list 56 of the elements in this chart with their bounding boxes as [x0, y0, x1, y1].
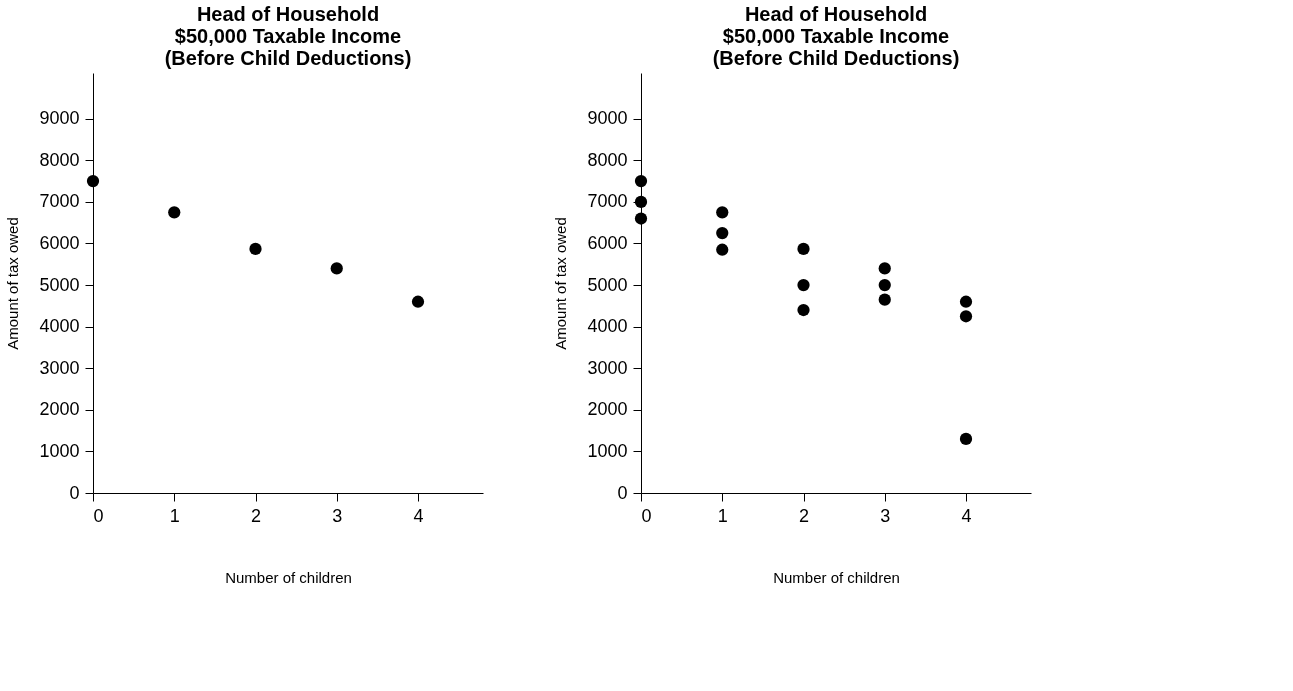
- x-tick-label: 3: [880, 505, 891, 526]
- point: [716, 226, 729, 240]
- point: [330, 262, 343, 275]
- x-tick-label: 2: [250, 505, 262, 526]
- y-tick-label: 7000: [587, 191, 628, 212]
- point: [878, 293, 891, 306]
- point: [168, 206, 181, 219]
- point: [716, 206, 729, 219]
- point: [797, 242, 810, 256]
- x-tick-label: 4: [413, 505, 424, 526]
- x-tick-label: 1: [169, 505, 180, 526]
- y-tick-label: 7000: [39, 191, 80, 212]
- y-tick-label: 4000: [39, 316, 80, 337]
- point: [634, 212, 648, 225]
- point: [959, 432, 973, 446]
- y-axis-title: Amount of tax owed: [4, 217, 22, 350]
- y-tick-label: 2000: [587, 399, 628, 420]
- x-tick-label: 0: [641, 505, 652, 526]
- y-tick-label: 3000: [39, 357, 80, 378]
- y-tick-label: 3000: [587, 357, 628, 378]
- x-axis-title: Number of children: [773, 568, 900, 586]
- point: [878, 278, 891, 292]
- point: [634, 195, 648, 209]
- point: [878, 262, 891, 275]
- y-tick-label: 1000: [39, 440, 80, 461]
- y-tick-label: 5000: [587, 274, 628, 295]
- y-tick-label: 9000: [39, 108, 80, 129]
- y-tick-label: 9000: [587, 108, 628, 129]
- point: [249, 242, 262, 256]
- y-axis-title: Amount of tax owed: [552, 217, 570, 350]
- y-tick-label: 2000: [39, 399, 80, 420]
- y-tick-label: 0: [617, 482, 628, 503]
- point: [411, 295, 425, 308]
- chart-title: Head of Household $50,000 Taxable Income (Before Child Deductions): [164, 3, 412, 69]
- point: [959, 295, 973, 308]
- x-tick-label: 4: [961, 505, 972, 526]
- x-tick-label: 0: [93, 505, 104, 526]
- point: [716, 243, 729, 256]
- chart-title: Head of Household $50,000 Taxable Income (Before Child Deductions): [712, 3, 960, 69]
- point: [797, 303, 810, 317]
- y-tick-label: 0: [69, 482, 80, 503]
- y-tick-label: 5000: [39, 274, 80, 295]
- y-tick-label: 6000: [39, 233, 80, 253]
- y-tick-label: 1000: [587, 440, 628, 461]
- point: [959, 310, 973, 323]
- y-tick-label: 8000: [587, 149, 628, 170]
- point: [86, 175, 100, 188]
- point: [797, 278, 810, 292]
- point: [634, 175, 648, 188]
- y-tick-label: 4000: [587, 316, 628, 337]
- x-tick-label: 3: [332, 505, 343, 526]
- x-tick-label: 2: [798, 505, 810, 526]
- x-axis-title: Number of children: [225, 568, 352, 586]
- y-tick-label: 6000: [587, 233, 628, 253]
- x-tick-label: 1: [717, 505, 728, 526]
- y-tick-label: 8000: [39, 149, 80, 170]
